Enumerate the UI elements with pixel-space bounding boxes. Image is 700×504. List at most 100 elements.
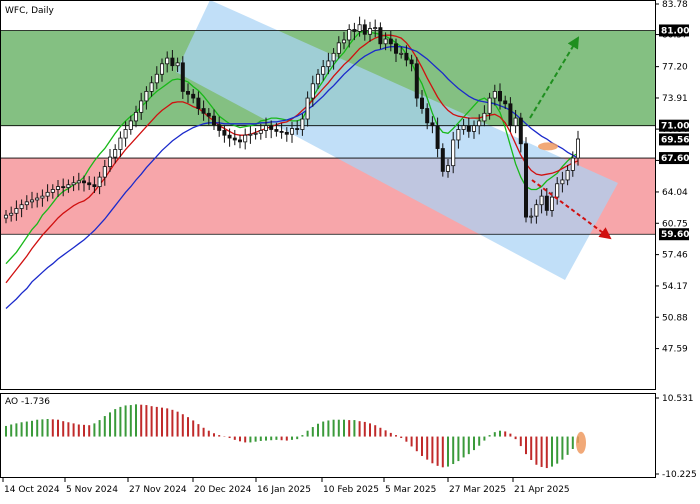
candle-body — [196, 97, 201, 109]
candle-body — [82, 180, 87, 184]
candle-body — [175, 62, 180, 67]
candle-body — [159, 63, 164, 75]
candle-body — [430, 122, 435, 127]
candle-body — [191, 93, 196, 99]
candle-body — [321, 66, 326, 75]
candle-body — [503, 100, 508, 105]
price-tag-label: 69.56 — [661, 135, 689, 145]
candle-body — [274, 129, 279, 132]
time-tick-label: 20 Dec 2024 — [194, 485, 252, 495]
descending-channel — [176, 0, 618, 280]
price-tick-label: 54.17 — [662, 282, 688, 292]
candle-body — [378, 27, 383, 45]
candle-body — [279, 130, 284, 133]
candle-body — [180, 62, 185, 92]
bearish-arrow — [531, 179, 612, 240]
candle-body — [133, 111, 138, 122]
price-tick-label: 73.91 — [662, 94, 688, 104]
ao-indicator-pane: 10.531 -10.225 — [0, 394, 697, 480]
candle-body — [456, 129, 461, 141]
price-chart-pane: 83.7880.5777.2073.9170.6467.3564.0460.75… — [0, 0, 690, 355]
candle-body — [524, 143, 529, 218]
candle-body — [466, 125, 471, 132]
candle-body — [263, 125, 268, 131]
time-tick-label: 27 Nov 2024 — [129, 485, 187, 495]
fast-ma-line — [5, 30, 579, 265]
candle-body — [139, 100, 144, 113]
candle-body — [518, 117, 523, 145]
candle-body — [393, 43, 398, 54]
price-tag-bg — [659, 24, 689, 37]
candle-body — [92, 184, 97, 188]
candle-body — [118, 137, 123, 150]
price-tick-label: 47.59 — [662, 345, 688, 355]
candle-body — [149, 82, 154, 92]
candle-body — [482, 112, 487, 122]
candle-body — [534, 204, 539, 217]
candle-body — [487, 97, 492, 114]
candle-body — [113, 149, 118, 158]
candle-body — [435, 125, 440, 149]
candle-body — [128, 120, 133, 130]
price-tick-label: 57.46 — [662, 251, 688, 261]
price-tag-bg — [659, 228, 689, 241]
candle-body — [513, 117, 518, 127]
candle-body — [576, 138, 581, 159]
candle-body — [40, 195, 45, 199]
candle-body — [367, 28, 372, 35]
candle-body — [539, 195, 544, 206]
candle-body — [185, 91, 190, 95]
candle-body — [253, 132, 258, 135]
candle-body — [222, 130, 227, 136]
candle-body — [404, 52, 409, 61]
candle-body — [243, 134, 248, 143]
candle-body — [492, 91, 497, 99]
symbol-label: WFC, Daily — [5, 6, 55, 16]
candle-body — [461, 125, 466, 130]
candle-body — [211, 115, 216, 126]
candle-body — [201, 108, 206, 114]
candle-body — [24, 201, 29, 206]
candle-body — [50, 189, 55, 193]
candle-body — [4, 214, 9, 219]
candle-body — [258, 130, 263, 134]
time-tick-label: 5 Nov 2024 — [66, 485, 118, 495]
candle-body — [471, 125, 476, 132]
candle-body — [108, 156, 113, 168]
candle-body — [71, 182, 76, 186]
candle-body — [76, 180, 81, 184]
ao-axis: 10.531 -10.225 — [656, 394, 697, 480]
candle-body — [550, 196, 555, 211]
price-tag-label: 67.60 — [661, 154, 689, 164]
candle-body — [440, 148, 445, 172]
candle-body — [560, 179, 565, 185]
candle-body — [14, 208, 19, 214]
candle-body — [123, 129, 128, 139]
candle-body — [170, 57, 175, 67]
candle-body — [373, 27, 378, 30]
time-tick-label: 5 Mar 2025 — [385, 485, 436, 495]
candle-body — [529, 215, 534, 218]
candle-body — [305, 97, 310, 120]
candle-body — [9, 212, 14, 216]
ao-tick-label: 10.531 — [662, 394, 694, 404]
candle-body — [232, 137, 237, 141]
time-tick-label: 27 Mar 2025 — [449, 485, 506, 495]
ao-bars — [5, 404, 586, 469]
candle-body — [414, 63, 419, 99]
time-tick-label: 10 Feb 2025 — [323, 485, 379, 495]
candle-body — [61, 186, 66, 189]
candle-body — [29, 199, 34, 203]
candle-body — [445, 165, 450, 172]
candle-body — [357, 24, 362, 32]
candle-body — [300, 118, 305, 130]
candle-body — [383, 38, 388, 45]
price-tag-bg — [659, 119, 689, 132]
candle-body — [102, 166, 107, 178]
price-tag-bg — [659, 133, 689, 146]
candle-body — [315, 73, 320, 85]
price-tick-label: 50.88 — [662, 313, 688, 323]
price-tick-label: 77.20 — [662, 63, 688, 73]
ao-pane-frame — [0, 393, 656, 478]
price-tag-label: 59.60 — [661, 230, 689, 240]
